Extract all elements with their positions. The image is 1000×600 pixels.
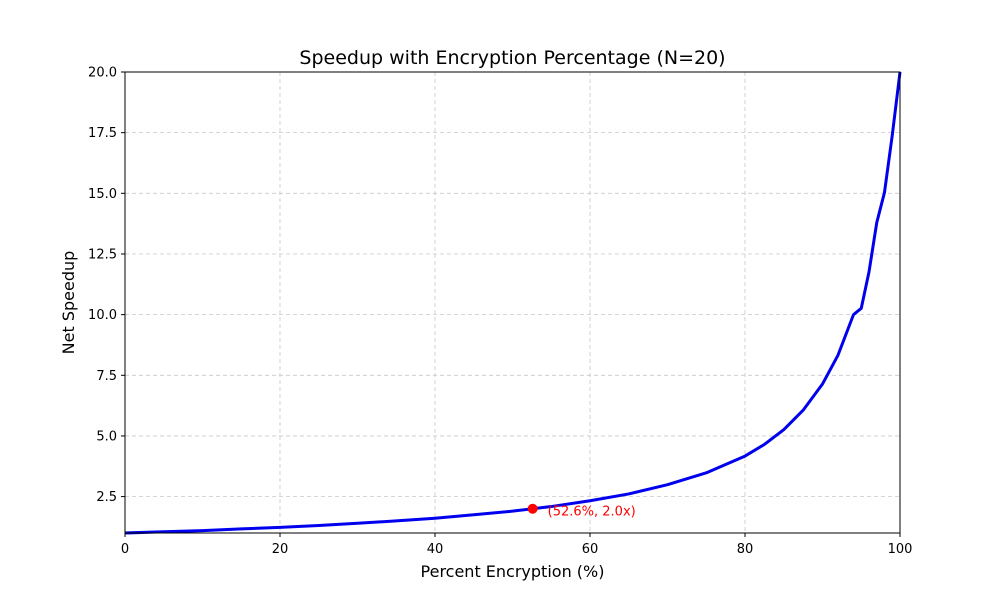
chart-title: Speedup with Encryption Percentage (N=20… <box>299 47 725 69</box>
x-tick-label: 40 <box>427 542 444 557</box>
y-axis-label: Net Speedup <box>59 251 78 355</box>
x-axis-label: Percent Encryption (%) <box>421 562 605 581</box>
annotation-point <box>527 503 538 514</box>
y-tick-label: 17.5 <box>88 126 117 141</box>
axis-ticks: 0 20 40 60 80 100 2.5 5.0 7.5 10.0 12.5 15.0 17.5 20.… <box>88 66 912 558</box>
x-tick-label: 20 <box>272 542 289 557</box>
y-tick-label: 10.0 <box>88 308 117 323</box>
y-tick-label: 12.5 <box>88 247 117 262</box>
series-layer <box>124 71 902 535</box>
x-tick-label: 80 <box>737 542 754 557</box>
series-line <box>124 71 902 535</box>
annotations: (52.6%, 2.0x) <box>527 503 636 520</box>
x-tick-label: 60 <box>582 542 599 557</box>
plot-frame <box>124 71 901 534</box>
y-tick-label: 15.0 <box>88 187 117 202</box>
annotation-label: (52.6%, 2.0x) <box>548 505 636 520</box>
y-tick-label: 2.5 <box>96 490 117 505</box>
y-tick-label: 7.5 <box>96 369 117 384</box>
x-tick-label: 100 <box>888 542 913 557</box>
grid-lines <box>124 71 901 533</box>
y-tick-label: 20.0 <box>88 66 117 81</box>
y-tick-label: 5.0 <box>96 429 117 444</box>
x-tick-label: 0 <box>121 542 129 557</box>
